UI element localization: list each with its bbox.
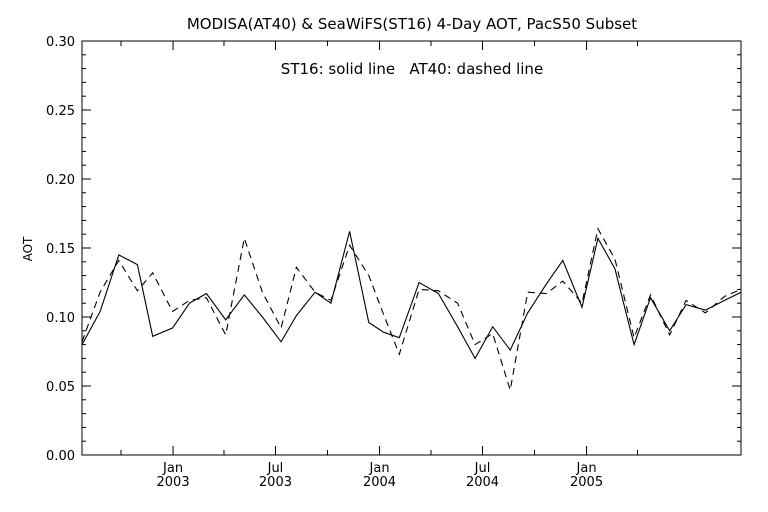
chart-title: MODISA(AT40) & SeaWiFS(ST16) 4-Day AOT, … xyxy=(187,15,637,33)
x-tick-label-year: 2004 xyxy=(466,475,499,490)
y-axis-label: AOT xyxy=(21,236,35,261)
y-tick-label: 0.00 xyxy=(46,449,75,464)
y-tick-label: 0.15 xyxy=(46,242,75,257)
y-tick-label: 0.30 xyxy=(46,35,75,50)
x-tick-label-year: 2003 xyxy=(157,475,190,490)
x-tick-label-month: Jul xyxy=(474,461,491,476)
y-tick-label: 0.10 xyxy=(46,311,75,326)
x-tick-label-month: Jan xyxy=(162,461,183,476)
y-tick-label: 0.20 xyxy=(46,173,75,188)
x-tick-label-year: 2005 xyxy=(570,475,603,490)
series-group xyxy=(81,227,742,391)
y-tick-label: 0.05 xyxy=(46,380,75,395)
line-style-annotation: ST16: solid line AT40: dashed line xyxy=(281,60,543,78)
x-tick-label-month: Jul xyxy=(267,461,284,476)
x-tick-label-month: Jan xyxy=(576,461,597,476)
y-tick-label: 0.25 xyxy=(46,104,75,119)
at40-dashed-line xyxy=(81,227,742,391)
x-tick-label-year: 2004 xyxy=(363,475,396,490)
plot-frame xyxy=(81,40,742,456)
axes-group: 0.000.050.100.150.200.250.30Jan2003Jul20… xyxy=(46,35,741,490)
x-tick-label-month: Jan xyxy=(369,461,390,476)
x-tick-label-year: 2003 xyxy=(259,475,292,490)
st16-solid-line xyxy=(81,231,742,360)
